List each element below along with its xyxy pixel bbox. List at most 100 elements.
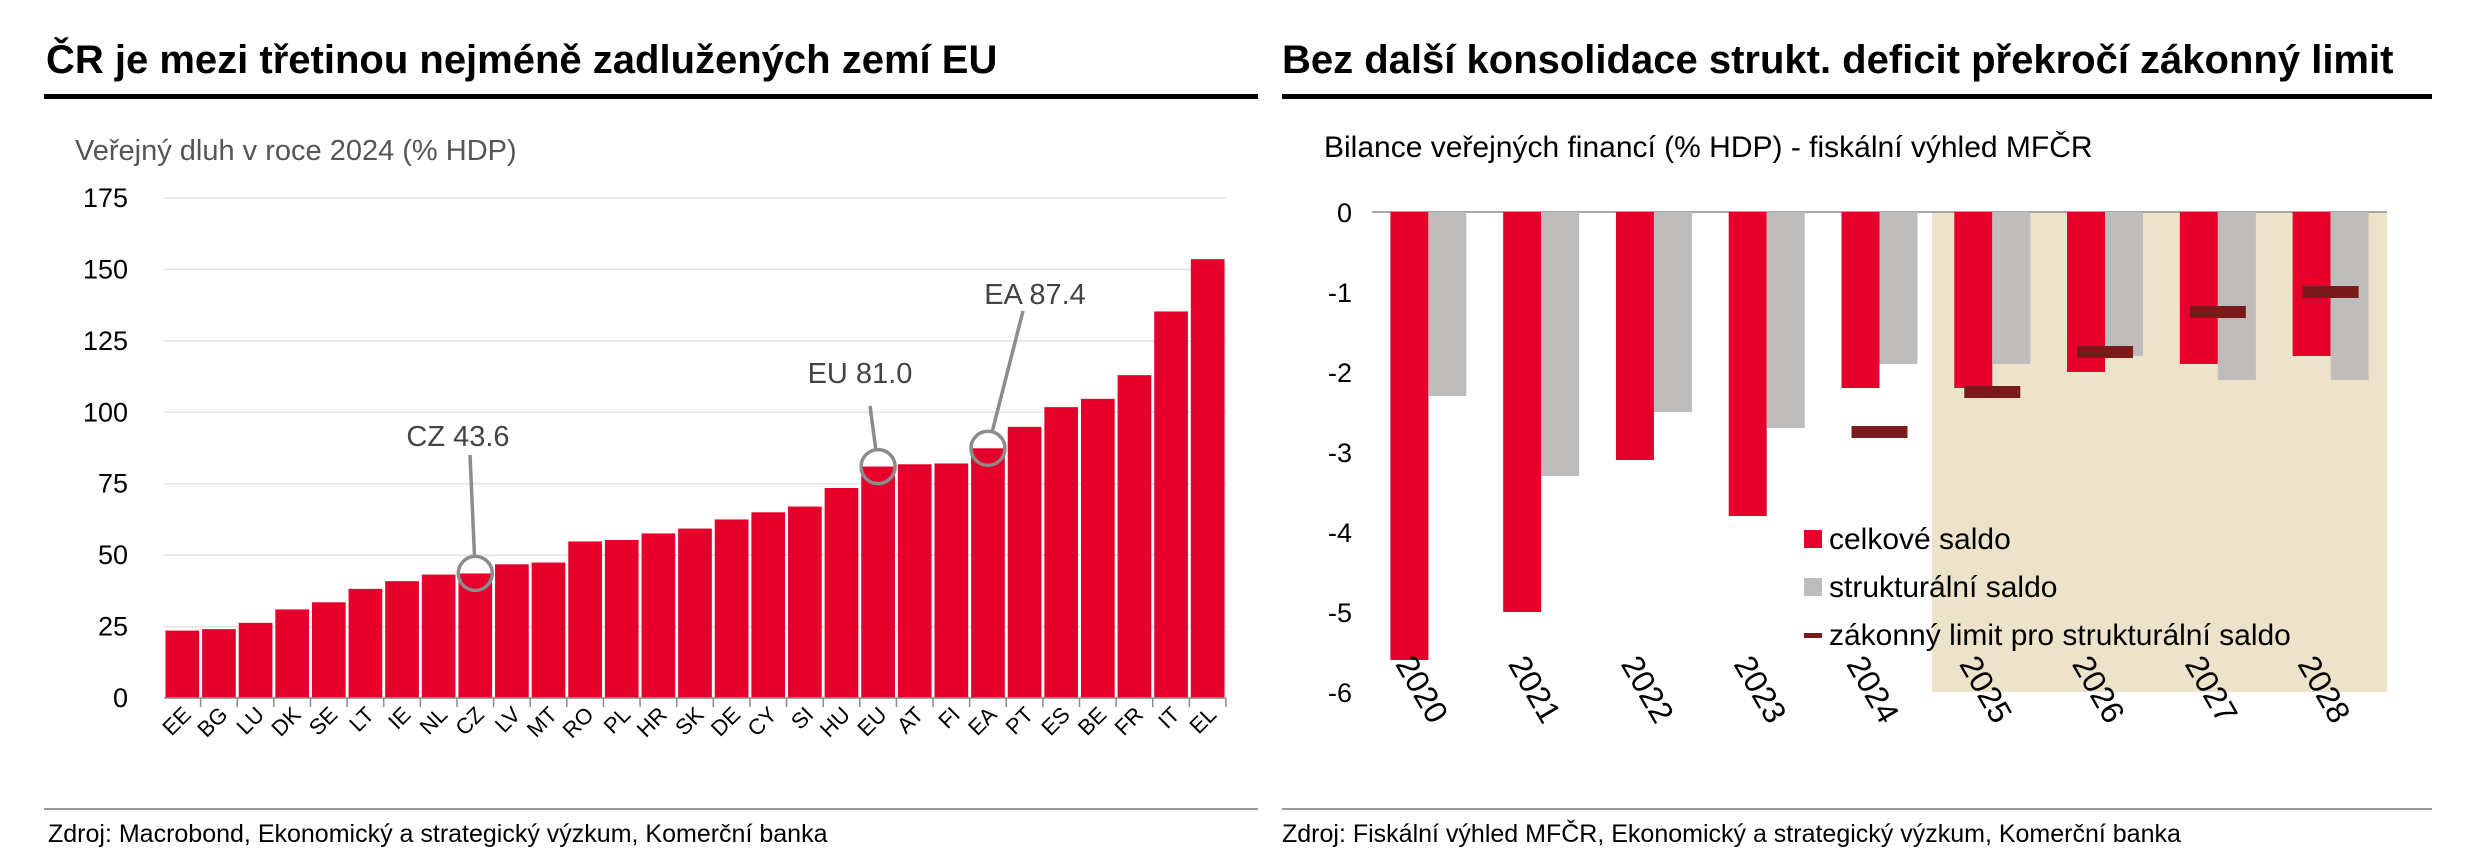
bar-celkove-saldo-2024 [1841, 212, 1880, 388]
bar-ee [165, 630, 200, 698]
bar-strukturalni-saldo-2023 [1766, 212, 1805, 428]
x-tick-label-si: SI [786, 702, 818, 734]
x-tick-label-pl: PL [599, 702, 636, 739]
bar-de [714, 519, 749, 698]
bar-fi [934, 463, 969, 698]
left-y-tick-label: 75 [98, 469, 128, 499]
bar-it [1154, 311, 1188, 698]
bar-ie [385, 581, 419, 698]
bar-el [1190, 259, 1225, 698]
bar-strukturalni-saldo-2025 [1992, 212, 2031, 364]
bar-eu [861, 466, 895, 698]
left-chart-subtitle: Veřejný dluh v roce 2024 (% HDP) [75, 135, 517, 167]
x-tick-label-2021: 2021 [1501, 649, 1568, 729]
left-y-tick-label: 175 [83, 183, 128, 213]
bar-lv [495, 564, 529, 698]
bar-celkove-saldo-2023 [1728, 212, 1767, 516]
x-tick-label-dk: DK [266, 702, 306, 742]
right-y-tick-label: -3 [1328, 438, 1352, 468]
bar-celkove-saldo-2022 [1615, 212, 1654, 460]
annotation-label-cz: CZ 43.6 [406, 421, 509, 453]
x-tick-label-cz: CZ [450, 702, 488, 740]
limit-marker-2024 [1851, 426, 1908, 438]
bar-celkove-saldo-2028 [2292, 212, 2331, 356]
bar-strukturalni-saldo-2026 [2105, 212, 2144, 356]
x-tick-label-se: SE [304, 702, 342, 740]
right-y-tick-label: -4 [1328, 518, 1352, 548]
right-title-rule [1282, 94, 2432, 99]
bar-pt [1007, 426, 1042, 698]
annotation-circle-ea [969, 429, 1007, 468]
bar-es [1044, 407, 1079, 698]
legend-swatch-z-konn-limit-pro-struktur-ln-saldo [1804, 633, 1822, 638]
x-tick-label-hr: HR [632, 702, 672, 742]
right-chart-panel: Bez další konsolidace strukt. deficit př… [1282, 0, 2472, 864]
x-tick-label-mt: MT [522, 702, 562, 742]
bar-si [788, 506, 822, 698]
x-tick-label-2022: 2022 [1614, 649, 1681, 729]
x-tick-label-hu: HU [815, 702, 855, 742]
x-tick-label-it: IT [1153, 702, 1185, 734]
bar-nl [421, 574, 456, 698]
bar-strukturalni-saldo-2024 [1879, 212, 1918, 364]
right-y-tick-label: -6 [1328, 678, 1352, 708]
annotation-circle-eu [859, 447, 897, 486]
bar-lu [238, 622, 273, 698]
left-y-tick-label: 0 [113, 683, 128, 713]
x-tick-label-ea: EA [963, 702, 1002, 741]
legend-swatch-struktur-ln-saldo [1804, 578, 1822, 596]
limit-marker-2027 [2189, 306, 2246, 318]
annotation-leader-cz [468, 454, 477, 557]
left-footer-rule [44, 808, 1258, 810]
x-tick-label-de: DE [706, 702, 745, 741]
bar-be [1080, 398, 1115, 698]
limit-marker-2025 [1964, 386, 2021, 398]
bar-strukturalni-saldo-2027 [2217, 212, 2256, 380]
x-tick-label-ro: RO [558, 702, 599, 743]
x-tick-label-lv: LV [490, 702, 526, 738]
bar-dk [275, 609, 310, 698]
x-tick-label-sk: SK [670, 702, 709, 741]
bar-hu [824, 488, 859, 698]
annotation-label-ea: EA 87.4 [984, 279, 1086, 311]
right-y-tick-label: 0 [1337, 198, 1352, 228]
x-tick-label-lu: LU [232, 702, 270, 740]
left-y-tick-label: 150 [83, 254, 128, 284]
x-tick-label-fi: FI [933, 702, 965, 734]
x-tick-label-pt: PT [1001, 702, 1039, 740]
bar-sk [678, 528, 712, 698]
left-source-note: Zdroj: Macrobond, Ekonomický a strategic… [48, 820, 828, 848]
x-tick-label-2023: 2023 [1727, 649, 1794, 729]
x-tick-label-lt: LT [344, 702, 379, 737]
bar-celkove-saldo-2026 [2067, 212, 2106, 372]
bar-at [897, 464, 932, 698]
right-y-tick-label: -2 [1328, 358, 1352, 388]
bar-lt [348, 588, 383, 698]
annotation-circle-cz [456, 554, 495, 593]
right-chart-title: Bez další konsolidace strukt. deficit př… [1282, 38, 2394, 82]
bar-strukturalni-saldo-2020 [1428, 212, 1467, 396]
x-tick-label-at: AT [892, 702, 928, 738]
left-y-tick-label: 25 [98, 612, 128, 642]
bar-fr [1117, 375, 1152, 698]
x-tick-label-es: ES [1036, 702, 1074, 740]
x-tick-label-bg: BG [192, 702, 232, 742]
annotation-leader-ea [990, 310, 1025, 433]
left-title-rule [44, 94, 1258, 99]
bar-celkove-saldo-2025 [1954, 212, 1993, 388]
annotation-label-eu: EU 81.0 [808, 358, 913, 390]
left-y-tick-label: 125 [83, 326, 128, 356]
left-chart-title: ČR je mezi třetinou nejméně zadlužených … [46, 38, 998, 82]
bar-strukturalni-saldo-2021 [1541, 212, 1580, 476]
right-chart-svg: Bilance veřejných financí (% HDP) - fisk… [1324, 130, 2387, 729]
right-chart-subtitle: Bilance veřejných financí (% HDP) - fisk… [1324, 130, 2093, 164]
bar-bg [202, 629, 236, 698]
bar-ea [971, 448, 1005, 698]
x-tick-label-nl: NL [415, 702, 453, 740]
annotation-leader-eu [868, 405, 878, 450]
legend-label-celkov-saldo: celkové saldo [1829, 523, 2011, 556]
limit-marker-2028 [2302, 286, 2359, 298]
right-y-tick-label: -1 [1328, 278, 1352, 308]
right-footer-rule [1282, 808, 2432, 810]
x-tick-label-cy: CY [742, 702, 782, 742]
